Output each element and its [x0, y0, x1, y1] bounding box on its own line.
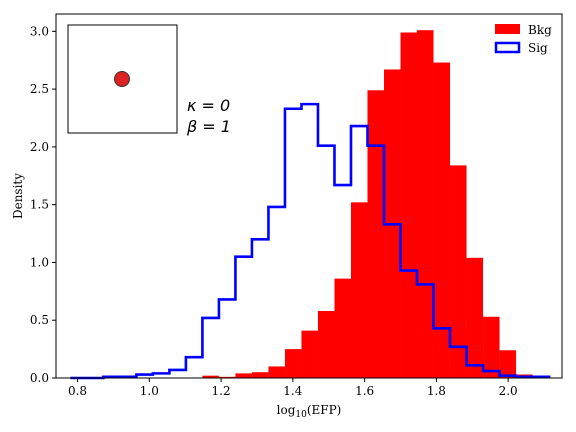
bkg-bar [467, 258, 484, 378]
legend-label-sig: Sig [528, 41, 548, 55]
bkg-bar [401, 32, 418, 378]
bkg-bar [334, 279, 351, 378]
bkg-bar [500, 350, 517, 378]
y-tick-label: 3.0 [30, 24, 49, 38]
bkg-bar [301, 331, 318, 378]
x-tick-label: 1.2 [212, 384, 231, 398]
bkg-bar [235, 373, 252, 378]
y-axis-label: Density [11, 173, 25, 219]
y-tick-label: 1.0 [30, 255, 49, 269]
x-tick-label: 1.0 [140, 384, 159, 398]
bkg-bar [268, 366, 285, 378]
y-tick-label: 1.5 [30, 198, 49, 212]
bkg-bar [318, 311, 335, 378]
bkg-histogram [202, 30, 532, 378]
bkg-bar [367, 90, 384, 378]
bkg-bar [351, 202, 368, 378]
legend-label-bkg: Bkg [528, 23, 552, 37]
bkg-bar [483, 317, 500, 378]
x-tick-label: 0.8 [68, 384, 87, 398]
x-axis-ticks: 0.8 1.0 1.2 1.4 1.6 1.8 2.0 [68, 378, 518, 398]
y-tick-label: 0.0 [30, 371, 49, 385]
bkg-bar [417, 30, 434, 378]
y-tick-label: 2.5 [30, 82, 49, 96]
x-axis-label: log10(EFP) [277, 403, 342, 420]
y-axis-ticks: 0.0 0.5 1.0 1.5 2.0 2.5 3.0 [30, 24, 56, 385]
bkg-bar [285, 349, 302, 378]
inset-particle-marker [115, 72, 130, 87]
bkg-bar [434, 63, 451, 378]
legend-swatch-sig [496, 43, 519, 52]
legend-swatch-bkg [495, 24, 520, 34]
x-tick-label: 2.0 [499, 384, 518, 398]
inset-panel [68, 25, 177, 133]
bkg-bar [252, 372, 269, 378]
x-tick-label: 1.6 [355, 384, 374, 398]
y-tick-label: 0.5 [30, 313, 49, 327]
legend: Bkg Sig [495, 23, 552, 55]
beta-annotation: β = 1 [186, 117, 231, 136]
x-tick-label: 1.4 [283, 384, 302, 398]
kappa-annotation: κ = 0 [187, 96, 230, 115]
x-tick-label: 1.8 [427, 384, 446, 398]
y-tick-label: 2.0 [30, 140, 49, 154]
